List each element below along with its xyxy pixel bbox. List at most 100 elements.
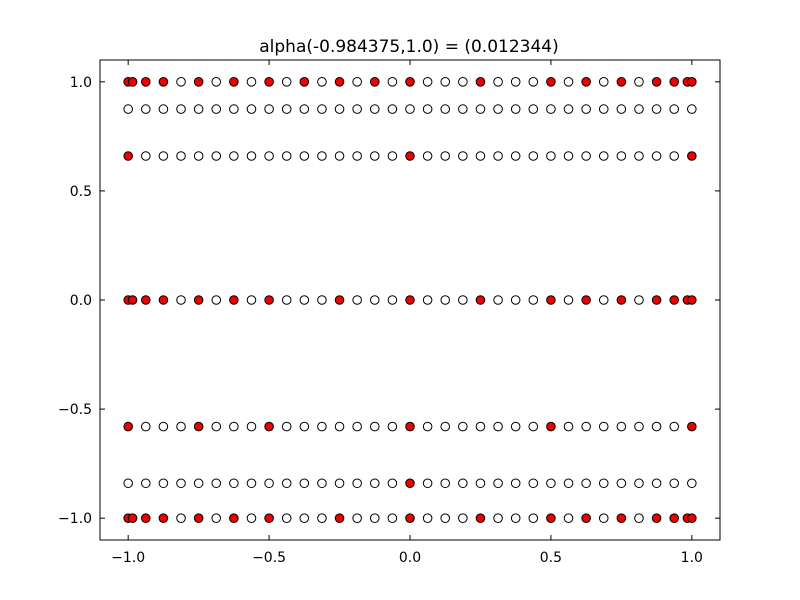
hollow-point — [352, 513, 362, 523]
x-tick-label: −1.0 — [111, 550, 145, 566]
hollow-point — [598, 295, 609, 305]
hollow-point — [352, 295, 362, 305]
filled-point — [475, 295, 486, 305]
data-points — [123, 77, 697, 523]
hollow-point — [246, 478, 257, 489]
filled-point — [546, 77, 556, 87]
filled-point — [299, 77, 310, 87]
hollow-point — [598, 77, 609, 87]
hollow-point — [334, 478, 345, 489]
hollow-point — [510, 151, 521, 161]
filled-point — [581, 77, 591, 87]
filled-point — [405, 478, 415, 489]
hollow-point — [651, 151, 662, 161]
hollow-point — [334, 104, 345, 114]
hollow-point — [563, 295, 574, 305]
filled-point — [127, 295, 138, 305]
y-tick-label: −0.5 — [58, 402, 92, 418]
filled-point — [127, 513, 138, 523]
hollow-point — [422, 513, 433, 523]
hollow-point — [687, 104, 697, 114]
hollow-point — [140, 104, 151, 114]
hollow-point — [546, 151, 556, 161]
hollow-point — [440, 151, 451, 161]
filled-point — [158, 513, 169, 523]
hollow-point — [317, 421, 327, 432]
hollow-point — [387, 77, 398, 87]
hollow-point — [352, 151, 362, 161]
hollow-point — [563, 77, 574, 87]
filled-point — [669, 513, 680, 523]
hollow-point — [616, 478, 627, 489]
y-tick-label: 0.5 — [70, 184, 92, 200]
hollow-point — [510, 478, 521, 489]
hollow-point — [422, 77, 433, 87]
filled-point — [405, 151, 415, 161]
hollow-point — [140, 421, 151, 432]
hollow-point — [528, 478, 539, 489]
hollow-point — [123, 478, 133, 489]
hollow-point — [581, 104, 591, 114]
hollow-point — [510, 104, 521, 114]
hollow-point — [334, 421, 345, 432]
filled-point — [687, 295, 697, 305]
filled-point — [264, 513, 274, 523]
hollow-point — [475, 478, 486, 489]
hollow-point — [528, 104, 539, 114]
hollow-point — [281, 104, 292, 114]
hollow-point — [616, 104, 627, 114]
hollow-point — [176, 151, 186, 161]
filled-point — [581, 295, 591, 305]
hollow-point — [246, 421, 257, 432]
filled-point — [651, 77, 662, 87]
filled-point — [229, 295, 239, 305]
filled-point — [140, 295, 151, 305]
hollow-point — [317, 77, 327, 87]
hollow-point — [246, 104, 257, 114]
hollow-point — [493, 513, 503, 523]
hollow-point — [158, 104, 169, 114]
hollow-point — [634, 151, 644, 161]
hollow-point — [440, 295, 451, 305]
hollow-point — [352, 478, 362, 489]
hollow-point — [369, 104, 380, 114]
hollow-point — [510, 295, 521, 305]
hollow-point — [634, 421, 644, 432]
hollow-point — [634, 104, 644, 114]
hollow-point — [317, 295, 327, 305]
hollow-point — [299, 104, 310, 114]
hollow-point — [510, 513, 521, 523]
hollow-point — [546, 478, 556, 489]
hollow-point — [598, 421, 609, 432]
hollow-point — [528, 295, 539, 305]
hollow-point — [140, 478, 151, 489]
filled-point — [140, 513, 151, 523]
hollow-point — [229, 104, 239, 114]
filled-point — [158, 295, 169, 305]
hollow-point — [299, 421, 310, 432]
hollow-point — [229, 478, 239, 489]
hollow-point — [334, 151, 345, 161]
x-tick-label: −0.5 — [252, 550, 286, 566]
hollow-point — [387, 104, 398, 114]
hollow-point — [581, 151, 591, 161]
filled-point — [405, 513, 415, 523]
hollow-point — [176, 513, 186, 523]
filled-point — [475, 513, 486, 523]
hollow-point — [422, 421, 433, 432]
hollow-point — [299, 295, 310, 305]
hollow-point — [493, 151, 503, 161]
filled-point — [546, 513, 556, 523]
filled-point — [546, 295, 556, 305]
filled-point — [334, 513, 345, 523]
hollow-point — [458, 104, 468, 114]
y-tick-label: 1.0 — [70, 75, 92, 91]
hollow-point — [211, 104, 222, 114]
hollow-point — [246, 295, 257, 305]
hollow-point — [387, 478, 398, 489]
filled-point — [193, 295, 204, 305]
hollow-point — [299, 478, 310, 489]
hollow-point — [317, 513, 327, 523]
hollow-point — [211, 478, 222, 489]
